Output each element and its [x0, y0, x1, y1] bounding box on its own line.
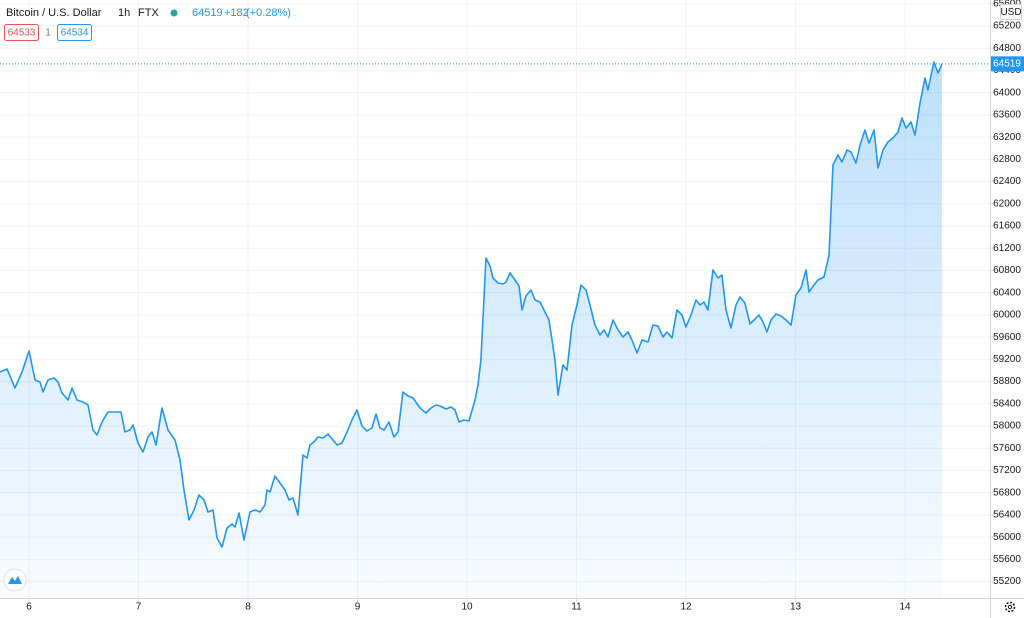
y-tick-label: 59600	[993, 332, 1021, 343]
y-tick-label: 58800	[993, 376, 1021, 387]
y-tick-label: 60800	[993, 265, 1021, 276]
bid[interactable]: 64533	[8, 28, 36, 39]
y-tick-label: 59200	[993, 354, 1021, 365]
y-tick-label: 62800	[993, 154, 1021, 165]
y-tick-label: 60400	[993, 287, 1021, 298]
settings[interactable]	[1004, 601, 1016, 613]
y-tick-label: 56000	[993, 532, 1021, 543]
y-tick-label: 58400	[993, 398, 1021, 409]
y-tick-label: 64000	[993, 87, 1021, 98]
y-tick-label: 56800	[993, 487, 1021, 498]
price-line	[0, 61, 943, 548]
x-tick-label: 12	[680, 602, 692, 613]
x-tick-label: 14	[899, 602, 911, 613]
change-pct: (+0.28%)	[246, 7, 291, 19]
currency[interactable]: USD	[1000, 7, 1021, 18]
y-tick-label: 61600	[993, 221, 1021, 232]
x-tick-label: 7	[136, 602, 142, 613]
y-tick-label: 62400	[993, 176, 1021, 187]
y-tick-label: 55200	[993, 576, 1021, 587]
symbol[interactable]: Bitcoin / U.S. Dollar	[6, 7, 102, 19]
y-tick-label: 65200	[993, 21, 1021, 32]
exchange: FTX	[138, 7, 159, 19]
last-price-tag	[991, 56, 1024, 72]
y-tick-label: 57600	[993, 443, 1021, 454]
y-tick-label: 64800	[993, 43, 1021, 54]
gear-inner[interactable]	[1007, 604, 1013, 610]
y-tick-label: 56400	[993, 510, 1021, 521]
spread: 1	[45, 28, 51, 39]
logo-mark[interactable]	[8, 576, 22, 584]
x-tick-label: 6	[26, 602, 32, 613]
ask[interactable]: 64534	[61, 28, 89, 39]
market-status	[170, 9, 178, 17]
y-tick-label: 63200	[993, 132, 1021, 143]
logo-circle[interactable]	[3, 568, 27, 592]
area-fill	[0, 62, 942, 598]
y-tick-label: 57200	[993, 465, 1021, 476]
x-tick-label: 13	[790, 602, 802, 613]
buy-button[interactable]	[57, 24, 92, 41]
currency-box[interactable]	[1000, 4, 1022, 20]
y-tick-label: 61200	[993, 243, 1021, 254]
y-tick-label: 63600	[993, 110, 1021, 121]
y-tick-label: 55600	[993, 554, 1021, 565]
x-tick-label: 9	[355, 602, 361, 613]
gear-outer[interactable]	[1004, 601, 1016, 613]
change: +182	[224, 7, 249, 19]
y-tick-label: 60000	[993, 310, 1021, 321]
last-price-label: 64519	[993, 58, 1021, 69]
interval[interactable]: 1h	[118, 7, 130, 19]
x-tick-label: 10	[461, 602, 473, 613]
sell-button[interactable]	[4, 24, 39, 41]
x-tick-label: 11	[571, 602, 582, 613]
logo[interactable]	[3, 568, 27, 592]
x-tick-label: 8	[245, 602, 251, 613]
y-tick-label: 58000	[993, 421, 1021, 432]
last-price: 64519	[192, 7, 223, 19]
y-tick-label: 62000	[993, 198, 1021, 209]
